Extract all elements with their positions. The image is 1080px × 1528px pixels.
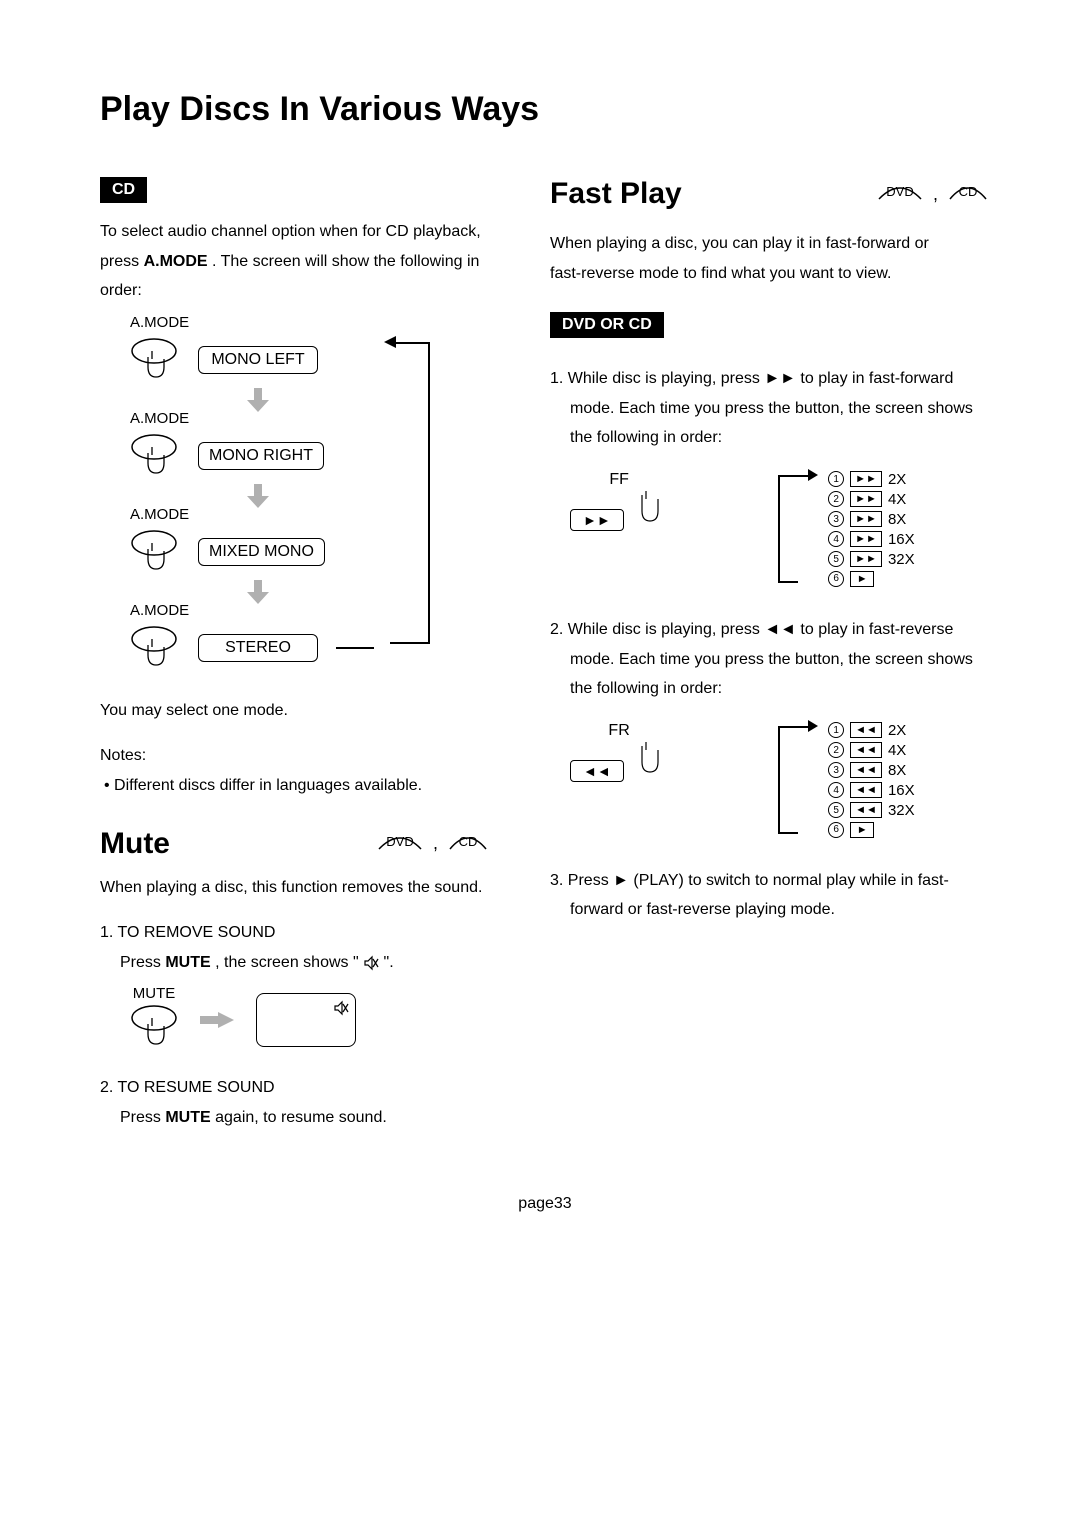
play-icon: ►: [850, 571, 874, 587]
mode-box-3: MIXED MONO: [198, 538, 325, 566]
ff-icon: ►►: [850, 531, 882, 547]
fr-icon: ◄◄: [850, 782, 882, 798]
ff-speed-diagram: FF ►► 1►►2X 2►►4X 3►►8X 4►►16X 5►►32X 6: [570, 471, 990, 587]
play-step-line2: forward or fast-reverse playing mode.: [570, 897, 990, 923]
arrow-right-icon: [808, 469, 820, 481]
mute-icon: [333, 1000, 349, 1016]
fr-icon: ◄◄: [764, 621, 796, 638]
ff-icon: ►►: [850, 471, 882, 487]
page-title: Play Discs In Various Ways: [100, 90, 990, 129]
select-one-mode: You may select one mode.: [100, 698, 490, 724]
amode-label-3: A.MODE: [130, 506, 189, 523]
ff-label: FF: [570, 471, 668, 489]
dvd-or-cd-badge: DVD OR CD: [550, 312, 664, 338]
page-number: page33: [100, 1195, 990, 1213]
fr-step-line3: the following in order:: [570, 676, 990, 702]
amode-label-4: A.MODE: [130, 602, 189, 619]
mute-diagram: MUTE: [130, 985, 490, 1055]
right-column: Fast Play DVD , CD When playing a disc, …: [550, 177, 990, 1135]
cd-intro-line1: To select audio channel option when for …: [100, 219, 490, 245]
fast-desc-2: fast-reverse mode to find what you want …: [550, 261, 990, 287]
mute-step1-text: Press MUTE , the screen shows " ".: [120, 950, 490, 976]
ff-step-line2: mode. Each time you press the button, th…: [570, 396, 990, 422]
dvd-tag: DVD: [386, 834, 413, 849]
hand-press-icon: [130, 625, 178, 671]
fr-icon: ◄◄: [850, 802, 882, 818]
mute-step2-text: Press MUTE again, to resume sound.: [120, 1105, 490, 1131]
ff-icon: ►►: [850, 511, 882, 527]
cd-intro-line2: press A.MODE . The screen will show the …: [100, 249, 490, 275]
ff-icon: ►►: [850, 491, 882, 507]
ff-icon: ►►: [764, 370, 796, 387]
hand-press-icon: [130, 1004, 178, 1050]
mode-box-2: MONO RIGHT: [198, 442, 324, 470]
mute-step1-title: 1. TO REMOVE SOUND: [100, 920, 490, 946]
cd-badge: CD: [100, 177, 147, 203]
play-icon: ►: [850, 822, 874, 838]
fr-step-line2: mode. Each time you press the button, th…: [570, 647, 990, 673]
fr-icon: ◄◄: [850, 722, 882, 738]
mode-box-1: MONO LEFT: [198, 346, 318, 374]
hand-press-icon: [130, 337, 178, 383]
ff-key-icon: ►►: [570, 509, 624, 531]
arrow-right-icon: [808, 720, 820, 732]
left-column: CD To select audio channel option when f…: [100, 177, 490, 1135]
ff-step-line1: 1. While disc is playing, press ►► to pl…: [550, 366, 990, 392]
fr-icon: ◄◄: [850, 742, 882, 758]
fr-step-line1: 2. While disc is playing, press ◄◄ to pl…: [550, 617, 990, 643]
play-step-line1: 3. Press ► (PLAY) to switch to normal pl…: [550, 868, 990, 894]
fast-desc-1: When playing a disc, you can play it in …: [550, 231, 990, 257]
mute-btn-label: MUTE: [130, 985, 178, 1002]
ff-step-line3: the following in order:: [570, 425, 990, 451]
svg-text:CD: CD: [959, 184, 978, 199]
right-arrow-icon: [198, 1010, 236, 1030]
mute-icon: [363, 955, 379, 971]
fr-speed-diagram: FR ◄◄ 1◄◄2X 2◄◄4X 3◄◄8X 4◄◄16X 5◄◄32X 6: [570, 722, 990, 838]
fast-play-title: Fast Play: [550, 177, 682, 211]
notes-bullet: • Different discs differ in languages av…: [104, 773, 490, 799]
mute-title: Mute: [100, 827, 170, 861]
amode-label-1: A.MODE: [130, 314, 189, 331]
disc-tags: DVD , CD: [375, 833, 490, 855]
hand-press-icon: [628, 742, 668, 776]
ff-icon: ►►: [850, 551, 882, 567]
hand-press-icon: [628, 491, 668, 525]
mute-desc: When playing a disc, this function remov…: [100, 875, 490, 901]
fr-icon: ◄◄: [850, 762, 882, 778]
cd-intro-line3: order:: [100, 278, 490, 304]
cd-tag: CD: [459, 834, 478, 849]
notes-label: Notes:: [100, 743, 490, 769]
disc-tags: DVD , CD: [875, 183, 990, 205]
amode-flow: A.MODE MONO LEFT A.MODE MONO RIGHT: [130, 314, 490, 678]
amode-label-2: A.MODE: [130, 410, 189, 427]
fr-label: FR: [570, 722, 668, 740]
mute-step2-title: 2. TO RESUME SOUND: [100, 1075, 490, 1101]
play-icon: ►: [613, 872, 629, 889]
fr-key-icon: ◄◄: [570, 760, 624, 782]
svg-text:DVD: DVD: [886, 184, 913, 199]
hand-press-icon: [130, 529, 178, 575]
mute-screen: [256, 993, 356, 1047]
hand-press-icon: [130, 433, 178, 479]
mode-box-4: STEREO: [198, 634, 318, 662]
